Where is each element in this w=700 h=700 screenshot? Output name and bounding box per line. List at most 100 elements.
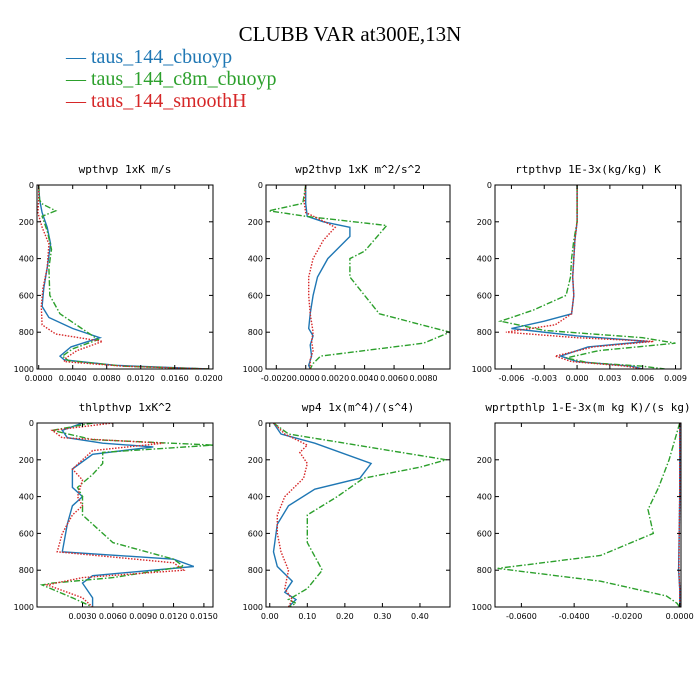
y-tick-label: 600 [477,529,492,538]
y-tick-label: 1000 [472,365,492,374]
y-tick-label: 400 [19,493,34,502]
page-title: CLUBB VAR at300E,13N [238,22,462,46]
x-tick-label: 0.006 [631,374,654,383]
y-tick-label: 200 [19,218,34,227]
y-tick-label: 800 [477,328,492,337]
x-tick-label: 0.0080 [410,374,438,383]
x-tick-label: 0.000 [566,374,589,383]
x-tick-label: 0.0080 [93,374,121,383]
x-tick-label: 0.0060 [99,612,127,621]
legend-entry-cbuoyp: — taus_144_cbuoyp [66,46,232,69]
x-tick-label: 0.0120 [160,612,188,621]
legend-swatch-cbuoyp: — [66,46,86,68]
y-tick-label: 0 [29,419,34,428]
panel-frame [36,422,214,608]
y-tick-label: 200 [19,456,34,465]
series-line-2 [497,423,681,607]
x-tick-label: 0.0040 [351,374,379,383]
panel-title: rtpthvp 1E-3x(kg/kg) K [515,163,661,176]
panel-title: thlpthvp 1xK^2 [79,401,172,414]
y-tick-label: 600 [19,291,34,300]
x-tick-label: 0.0150 [190,612,218,621]
panel-title: wp4 1x(m^4)/(s^4) [302,401,415,414]
panel-title: wp2thvp 1xK m^2/s^2 [295,163,421,176]
series-line-2 [38,185,209,369]
panel-frame [265,184,451,370]
y-tick-label: 200 [477,456,492,465]
y-tick-label: 200 [477,218,492,227]
y-tick-label: 0 [258,419,263,428]
y-tick-label: 600 [248,291,263,300]
x-tick-label: -0.006 [499,374,525,383]
y-tick-label: 0 [29,181,34,190]
series-line-2 [497,185,676,369]
y-tick-label: 1000 [14,603,34,612]
panel-title: wprtpthlp 1-E-3x(m kg K)/(s kg) [485,401,690,414]
y-tick-label: 600 [248,529,263,538]
y-tick-label: 0 [258,181,263,190]
y-tick-label: 800 [477,566,492,575]
x-tick-label: -0.0200 [611,612,642,621]
y-tick-label: 1000 [14,365,34,374]
x-tick-label: 0.0160 [161,374,189,383]
y-tick-label: 400 [477,255,492,264]
y-tick-label: 600 [477,291,492,300]
y-tick-label: 0 [487,181,492,190]
panel-frame [494,422,682,608]
series-line-2 [268,185,450,369]
legend-label-cbuoyp: taus_144_cbuoyp [91,46,233,68]
x-tick-label: 0.003 [598,374,621,383]
y-tick-label: 200 [248,456,263,465]
panel-frame [494,184,682,370]
series-line-1 [305,185,351,369]
y-tick-label: 800 [248,328,263,337]
x-tick-label: -0.003 [531,374,557,383]
series-line-3 [505,185,654,369]
x-tick-label: -0.0020 [261,374,292,383]
panel-3: rtpthvp 1E-3x(kg/kg) K02004006008001000-… [472,163,687,383]
legend-swatch-c8m-cbuoyp: — [66,68,86,90]
y-tick-label: 1000 [243,603,263,612]
y-tick-label: 1000 [243,365,263,374]
legend-swatch-smoothh: — [66,90,86,112]
y-tick-label: 200 [248,218,263,227]
x-tick-label: 0.0060 [380,374,408,383]
series-line-3 [37,185,209,369]
x-tick-label: 0.0200 [195,374,223,383]
series-line-3 [44,423,186,607]
panel-frame [265,422,451,608]
x-tick-label: 0.0040 [59,374,87,383]
x-tick-label: 0.00 [261,612,279,621]
panel-title: wpthvp 1xK m/s [79,163,172,176]
legend-label-c8m-cbuoyp: taus_144_c8m_cbuoyp [91,68,277,90]
x-tick-label: 0.30 [374,612,392,621]
x-tick-label: 0.0000 [666,612,694,621]
x-tick-label: 0.0000 [292,374,320,383]
y-tick-label: 400 [248,493,263,502]
y-tick-label: 600 [19,529,34,538]
x-tick-label: 0.10 [298,612,316,621]
series-line-3 [273,423,309,607]
series-line-1 [272,423,373,607]
legend-entry-smoothh: — taus_144_smoothH [66,90,247,113]
panel-frame [36,184,214,370]
series-line-2 [39,423,213,607]
series-line-1 [38,185,209,369]
y-tick-label: 400 [19,255,34,264]
series-line-3 [303,185,337,369]
y-tick-label: 400 [477,493,492,502]
y-tick-label: 800 [19,328,34,337]
x-tick-label: 0.0030 [69,612,97,621]
x-tick-label: 0.20 [336,612,354,621]
y-tick-label: 1000 [472,603,492,612]
y-tick-label: 800 [248,566,263,575]
series-line-2 [273,423,447,607]
y-tick-label: 400 [248,255,263,264]
series-line-1 [511,185,649,369]
x-tick-label: 0.40 [411,612,429,621]
x-tick-label: 0.009 [664,374,687,383]
legend-entry-c8m-cbuoyp: — taus_144_c8m_cbuoyp [66,68,277,91]
